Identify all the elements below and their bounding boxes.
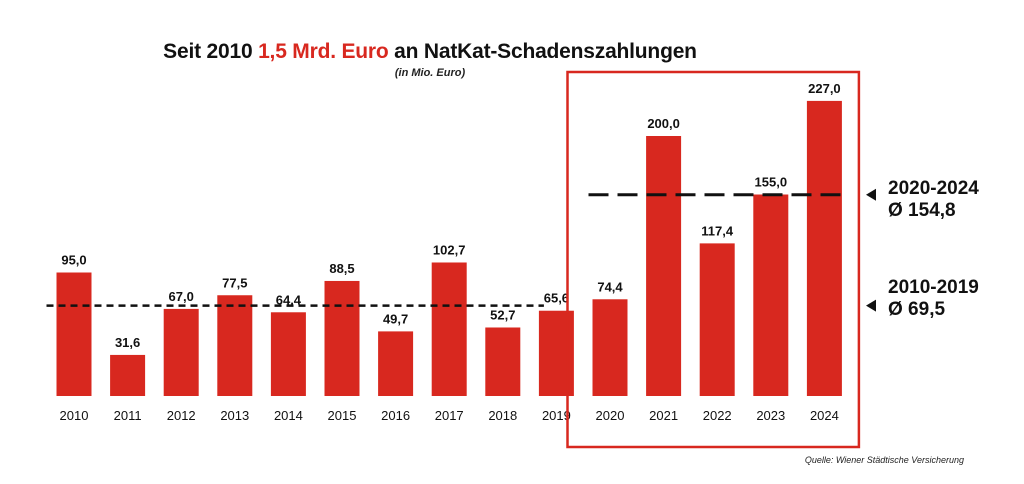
bar-2014	[270, 312, 306, 396]
bar-2024	[806, 100, 842, 397]
average-lines-layer	[46, 188, 876, 312]
x-tick-2020: 2020	[596, 408, 625, 423]
value-label-2016: 49,7	[383, 311, 408, 326]
bar-2021	[646, 136, 682, 396]
highlight-box-2020-2024	[566, 70, 861, 449]
bar-2010	[56, 272, 92, 396]
value-label-2022: 117,4	[701, 223, 734, 238]
x-tick-2011: 2011	[114, 408, 142, 423]
bar-2020	[592, 299, 628, 396]
bars-layer	[56, 100, 842, 397]
bar-2017	[431, 262, 467, 396]
x-tick-2010: 2010	[60, 408, 89, 423]
value-label-2024: 227,0	[808, 81, 841, 96]
value-label-2023: 155,0	[755, 175, 788, 190]
bar-2023	[753, 194, 789, 396]
value-label-2014: 64,4	[276, 292, 302, 307]
value-label-2010: 95,0	[61, 253, 86, 268]
x-tick-2022: 2022	[703, 408, 732, 423]
pointer-arrow-2020-2024	[866, 188, 876, 201]
bar-2022	[699, 243, 735, 396]
chart-title: Seit 2010 1,5 Mrd. Euro an NatKat-Schade…	[0, 40, 860, 64]
value-label-2011: 31,6	[115, 335, 140, 350]
chart-title-highlight: 1,5 Mrd. Euro	[258, 40, 389, 63]
x-tick-2016: 2016	[381, 408, 410, 423]
value-label-2021: 200,0	[647, 116, 680, 131]
average-label-2020-2024: 2020-2024 Ø 154,8	[888, 178, 979, 222]
chart-title-prefix: Seit 2010	[163, 40, 259, 63]
value-labels-layer: 95,0 31,6 67,0 77,5 64,4 88,5 49,7 102,7 52,7 65,…	[61, 81, 840, 350]
value-label-2017: 102,7	[433, 242, 466, 257]
x-tick-2012: 2012	[167, 408, 196, 423]
value-label-2020: 74,4	[597, 279, 623, 294]
average-period-2020-2024: 2020-2024	[888, 178, 979, 199]
x-tick-labels-layer: 2010 2011 2012 2013 2014 2015 2016 2017 2018 2019…	[60, 408, 839, 423]
average-label-2010-2019: 2010-2019 Ø 69,5	[888, 277, 979, 321]
average-period-2010-2019: 2010-2019	[888, 277, 979, 298]
value-label-2013: 77,5	[222, 275, 247, 290]
x-tick-2017: 2017	[435, 408, 464, 423]
bar-2013	[217, 295, 253, 396]
bar-2016	[378, 331, 414, 396]
source-note: Quelle: Wiener Städtische Versicherung	[804, 455, 964, 465]
value-label-2018: 52,7	[490, 307, 515, 322]
value-label-2015: 88,5	[329, 261, 354, 276]
x-tick-2013: 2013	[220, 408, 249, 423]
x-tick-2023: 2023	[756, 408, 785, 423]
x-tick-2014: 2014	[274, 408, 303, 423]
bar-2018	[485, 327, 521, 396]
bar-2012	[163, 308, 199, 396]
pointer-arrow-2010-2019	[866, 299, 876, 312]
average-value-2010-2019: Ø 69,5	[888, 299, 946, 320]
chart-title-suffix: an NatKat-Schadenszahlungen	[388, 40, 697, 63]
x-tick-2021: 2021	[649, 408, 678, 423]
x-tick-2018: 2018	[488, 408, 517, 423]
value-label-2012: 67,0	[169, 289, 194, 304]
value-label-2019: 65,6	[544, 291, 569, 306]
bar-2015	[324, 280, 360, 396]
chart-subtitle: (in Mio. Euro)	[394, 67, 466, 79]
bar-2011	[110, 354, 146, 396]
x-tick-2019: 2019	[542, 408, 571, 423]
average-value-2020-2024: Ø 154,8	[888, 200, 956, 221]
x-tick-2024: 2024	[810, 408, 839, 423]
x-tick-2015: 2015	[328, 408, 357, 423]
